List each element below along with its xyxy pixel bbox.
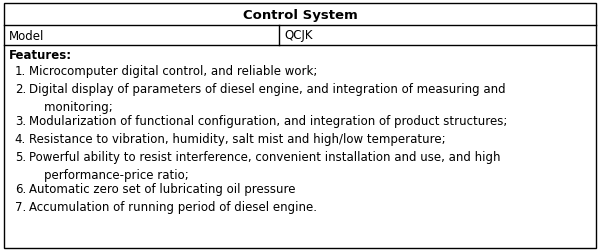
Text: Microcomputer digital control, and reliable work;: Microcomputer digital control, and relia… (29, 65, 317, 78)
Text: Model: Model (9, 29, 44, 42)
Text: Modularization of functional configuration, and integration of product structure: Modularization of functional configurati… (29, 115, 508, 128)
Text: 1.: 1. (15, 65, 26, 78)
Text: 4.: 4. (15, 133, 26, 145)
Text: Accumulation of running period of diesel engine.: Accumulation of running period of diesel… (29, 200, 317, 213)
Text: Resistance to vibration, humidity, salt mist and high/low temperature;: Resistance to vibration, humidity, salt … (29, 133, 446, 145)
Text: 2.: 2. (15, 83, 26, 96)
Text: Control System: Control System (242, 9, 358, 21)
Text: QCJK: QCJK (284, 29, 313, 42)
Text: 3.: 3. (15, 115, 26, 128)
Text: 7.: 7. (15, 200, 26, 213)
Text: Features:: Features: (9, 49, 72, 62)
Text: 5.: 5. (15, 150, 26, 163)
Text: 6.: 6. (15, 182, 26, 195)
Text: Automatic zero set of lubricating oil pressure: Automatic zero set of lubricating oil pr… (29, 182, 296, 195)
Text: Digital display of parameters of diesel engine, and integration of measuring and: Digital display of parameters of diesel … (29, 83, 506, 114)
Text: Powerful ability to resist interference, convenient installation and use, and hi: Powerful ability to resist interference,… (29, 150, 500, 182)
